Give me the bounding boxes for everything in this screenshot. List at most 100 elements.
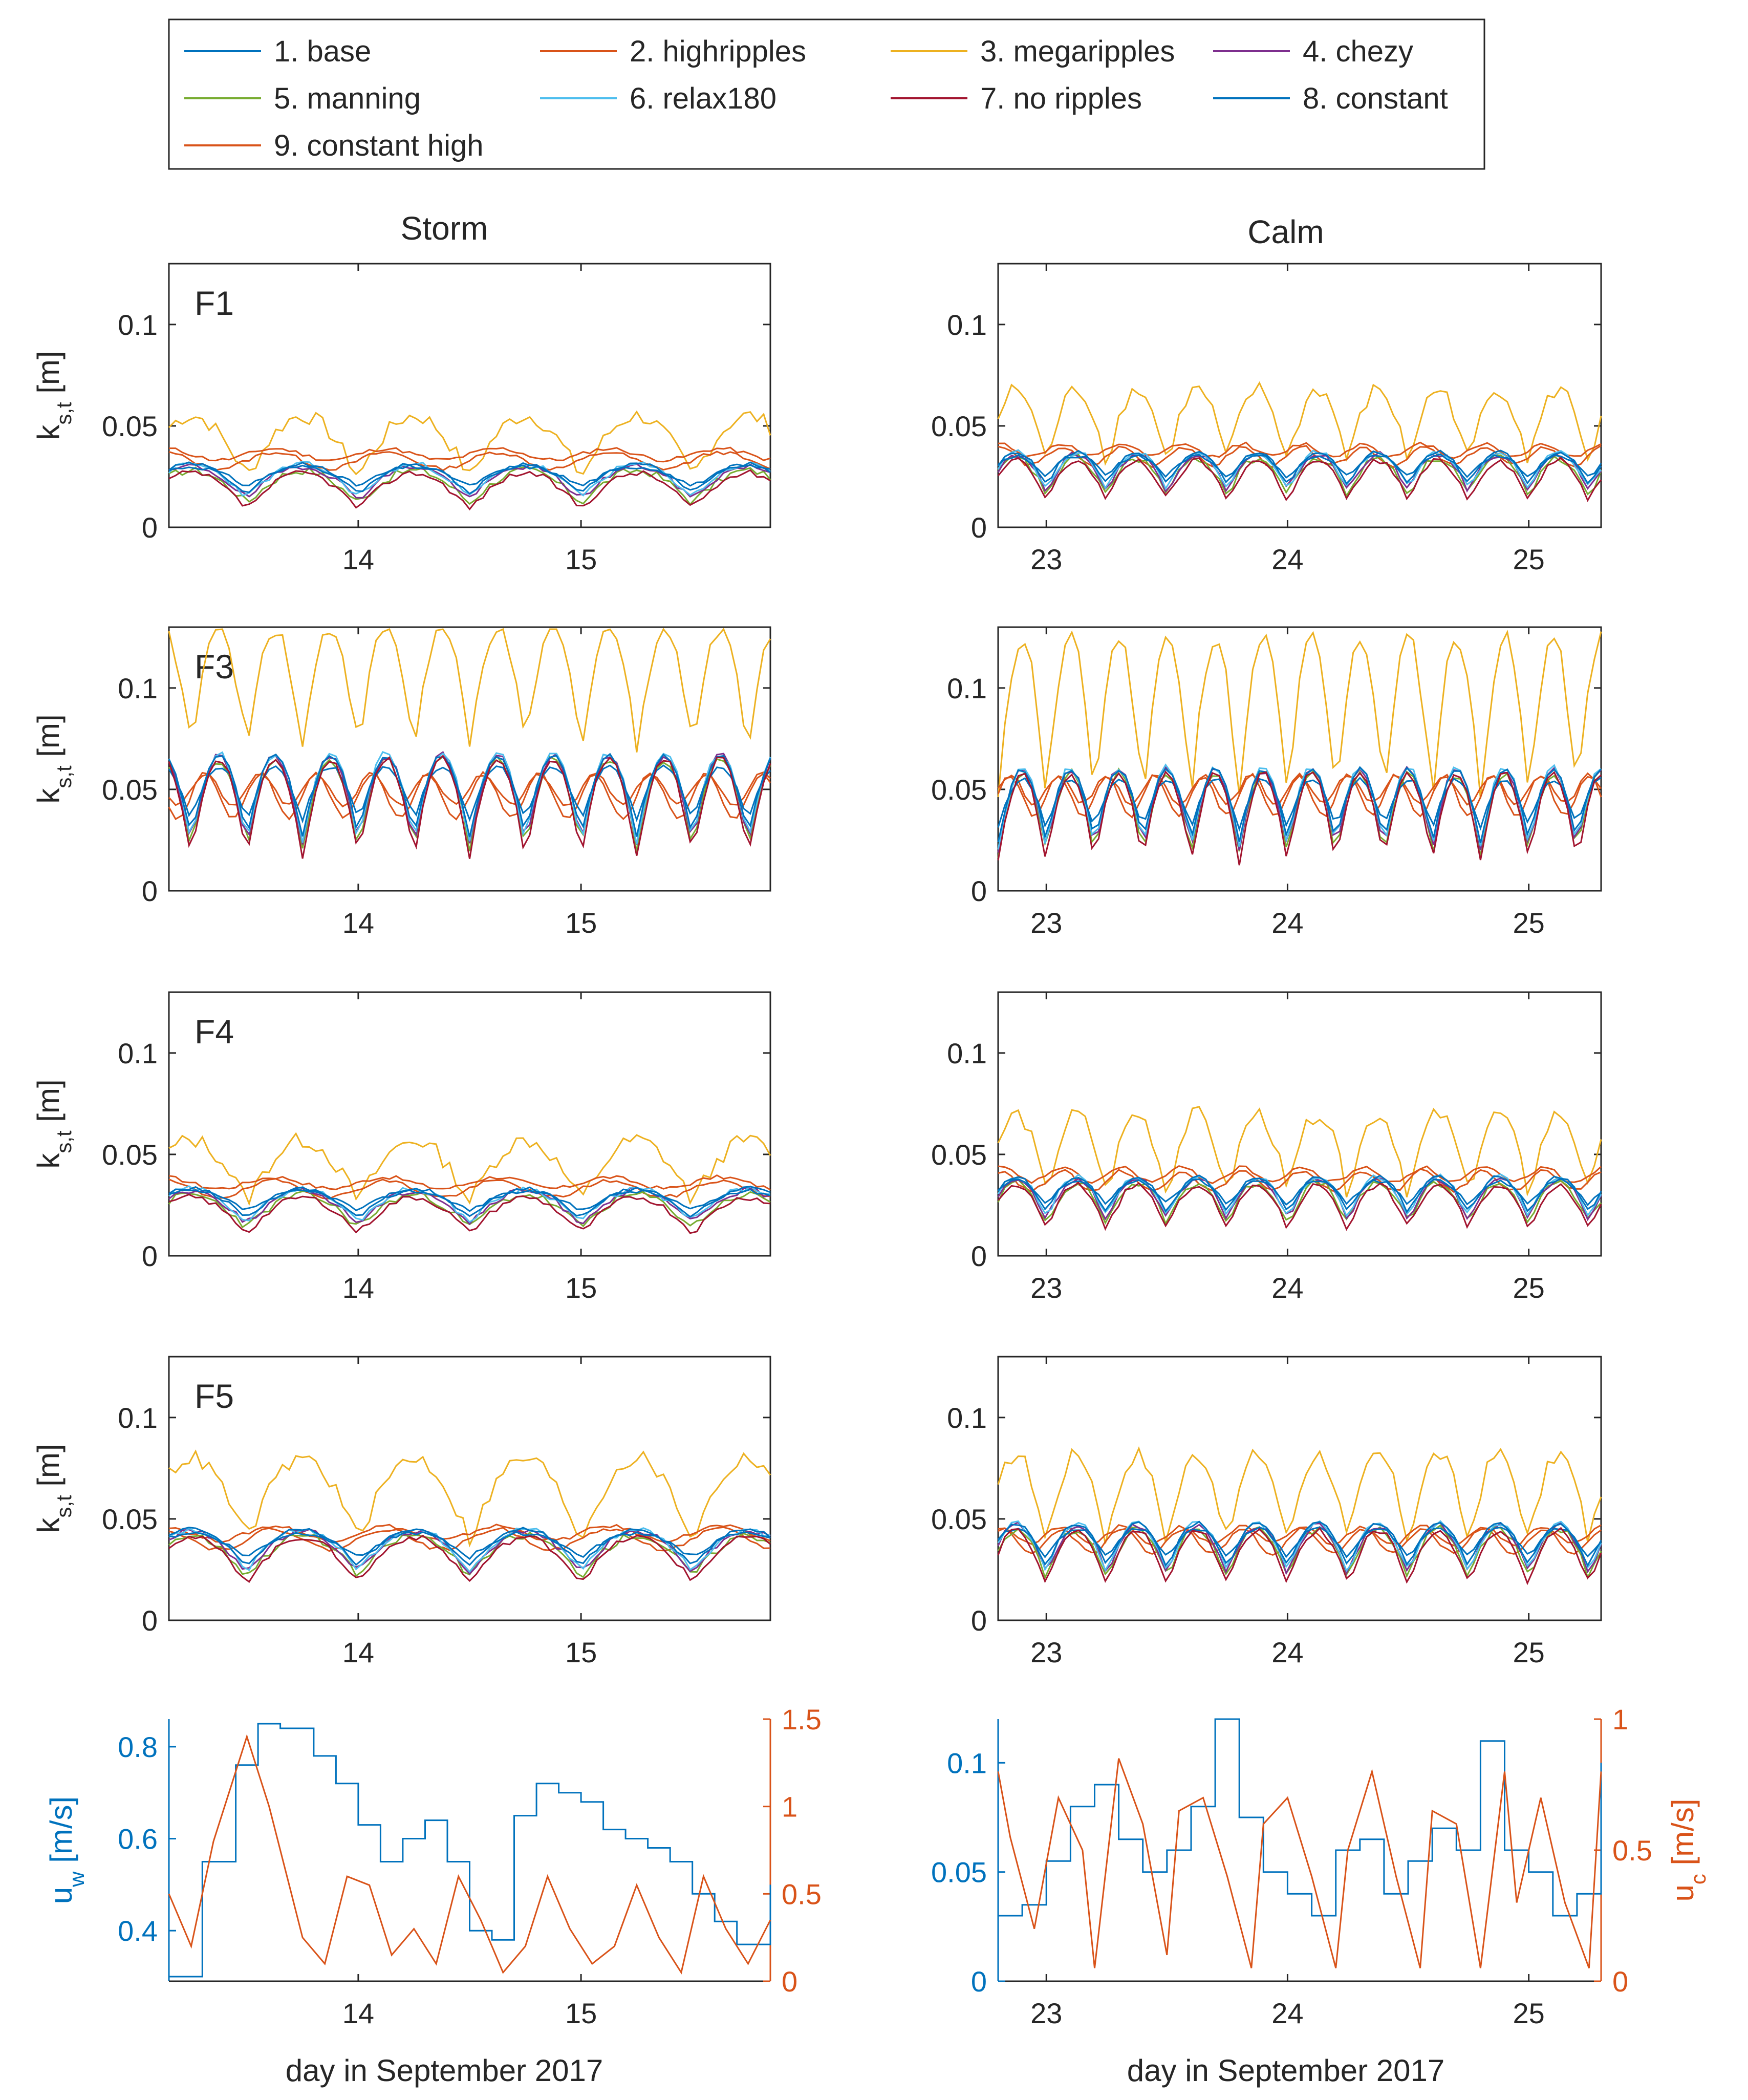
panel-f4-calm: 0 0.05 0.1 23 24 25 bbox=[931, 991, 1602, 1304]
y-tick-label: 0.1 bbox=[947, 1037, 987, 1069]
series-line-9 bbox=[997, 457, 1602, 502]
series-line-8 bbox=[997, 777, 1602, 832]
x-tick-label: 15 bbox=[565, 907, 597, 939]
y-tick-label: 0.05 bbox=[102, 1139, 158, 1171]
series-line-9 bbox=[168, 1193, 771, 1234]
y-tick-label: 0 bbox=[971, 875, 987, 907]
series-line-1 bbox=[997, 1106, 1602, 1198]
y-tick-label: 0.1 bbox=[947, 309, 987, 341]
x-tick-label: 14 bbox=[342, 907, 374, 939]
series-line-9 bbox=[997, 770, 1602, 866]
series-line-1 bbox=[997, 381, 1602, 466]
legend-label-7: 7. no ripples bbox=[980, 82, 1142, 115]
y-tick-label: 0 bbox=[142, 1240, 158, 1272]
storm-column-title: Storm bbox=[401, 210, 488, 247]
panel-f1-calm: 0 0.05 0.1 23 24 25 bbox=[931, 263, 1602, 575]
uw-series bbox=[169, 1723, 771, 1978]
legend: 1. base 2. highripples 3. megaripples 4. ch… bbox=[168, 18, 1485, 170]
series-line-2 bbox=[998, 1165, 1602, 1185]
uw-tick-label: 0 bbox=[971, 1965, 987, 1998]
velocity-panel-storm: 0.4 0.6 0.8 0 0.5 1 1.5 14 15 uw [m/s] bbox=[44, 1703, 822, 2029]
legend-frame bbox=[168, 18, 1485, 170]
panel-f5-storm: 0 0.05 0.1 14 15 ks,t [m] F5 bbox=[31, 1356, 771, 1668]
axes-frame bbox=[168, 991, 771, 1257]
series-line-8 bbox=[998, 453, 1602, 479]
panel-f3-calm: 0 0.05 0.1 23 24 25 bbox=[931, 626, 1602, 939]
panel-label: F1 bbox=[195, 284, 234, 322]
series-line-3 bbox=[168, 770, 771, 821]
x-tick-label: 24 bbox=[1271, 1272, 1303, 1304]
series-line-8 bbox=[998, 1178, 1602, 1207]
series-line-3 bbox=[998, 1168, 1602, 1193]
uc-tick-label: 0.5 bbox=[782, 1878, 822, 1910]
uw-tick-label: 0.6 bbox=[118, 1823, 158, 1855]
x-tick-label: 23 bbox=[1030, 543, 1062, 575]
y-tick-label: 0 bbox=[142, 1604, 158, 1637]
y-tick-label: 0.1 bbox=[118, 1037, 158, 1069]
y-tick-label: 0 bbox=[971, 511, 987, 544]
legend-label-6: 6. relax180 bbox=[630, 82, 776, 115]
axes-frame bbox=[168, 263, 771, 528]
x-tick-label: 14 bbox=[342, 1997, 374, 2029]
uw-tick-label: 0.1 bbox=[947, 1747, 987, 1779]
y-tick-label: 0.1 bbox=[118, 1402, 158, 1434]
x-tick-label: 23 bbox=[1030, 1636, 1062, 1668]
x-tick-label: 24 bbox=[1271, 1636, 1303, 1668]
calm-xlabel: day in September 2017 bbox=[1127, 2053, 1444, 2088]
axes-frame bbox=[997, 263, 1602, 528]
x-tick-label: 25 bbox=[1513, 1272, 1544, 1304]
series-line-1 bbox=[168, 1449, 771, 1548]
series-line-6 bbox=[997, 1520, 1602, 1573]
series-line-9 bbox=[997, 1182, 1602, 1231]
uc-tick-label: 1 bbox=[1612, 1703, 1628, 1735]
legend-label-4: 4. chezy bbox=[1303, 35, 1413, 68]
storm-xlabel: day in September 2017 bbox=[286, 2053, 603, 2088]
x-tick-label: 24 bbox=[1271, 543, 1303, 575]
series-line-2 bbox=[168, 1174, 771, 1191]
series-line-3 bbox=[168, 1178, 771, 1199]
axes-frame bbox=[997, 1356, 1602, 1621]
y-tick-label: 0.05 bbox=[102, 774, 158, 806]
panel-f3-storm: 0 0.05 0.1 14 15 ks,t [m] F3 bbox=[31, 626, 771, 939]
x-tick-label: 25 bbox=[1513, 907, 1544, 939]
series-line-1 bbox=[168, 1132, 771, 1206]
series-line-6 bbox=[168, 751, 771, 845]
legend-label-3: 3. megaripples bbox=[980, 35, 1175, 68]
series-line-9 bbox=[168, 469, 771, 511]
velocity-panel-calm: 0 0.05 0.1 0 0.5 1 23 24 25 uc [m/s] bbox=[931, 1703, 1710, 2029]
legend-label-2: 2. highripples bbox=[630, 35, 806, 68]
x-tick-label: 25 bbox=[1513, 1636, 1544, 1668]
axes-frame bbox=[168, 1356, 771, 1621]
series-line-1 bbox=[997, 629, 1602, 799]
series-line-6 bbox=[168, 461, 771, 497]
panel-f4-storm: 0 0.05 0.1 14 15 ks,t [m] F4 bbox=[31, 991, 771, 1304]
series-line-3 bbox=[997, 773, 1602, 819]
x-tick-label: 23 bbox=[1030, 1997, 1062, 2029]
uc-series bbox=[168, 1734, 771, 1975]
panel-f1-storm: 0 0.05 0.1 14 15 ks,t [m] F1 bbox=[31, 263, 771, 575]
series-line-1 bbox=[168, 628, 771, 753]
x-tick-label: 14 bbox=[342, 1272, 374, 1304]
series-line-3 bbox=[168, 1526, 771, 1552]
series-line-8 bbox=[168, 1531, 771, 1560]
x-tick-label: 15 bbox=[565, 1272, 597, 1304]
x-tick-label: 25 bbox=[1513, 543, 1544, 575]
y-axis-label: ks,t [m] bbox=[31, 351, 76, 440]
calm-column-title: Calm bbox=[1247, 213, 1324, 250]
uw-tick-label: 0.4 bbox=[118, 1915, 158, 1947]
axes-frame bbox=[997, 626, 1602, 892]
series-line-5 bbox=[168, 1528, 771, 1575]
uw-axis-label: uw [m/s] bbox=[44, 1796, 89, 1904]
y-axis-label: ks,t [m] bbox=[31, 1079, 76, 1168]
series-line-4 bbox=[997, 1178, 1602, 1226]
y-tick-label: 0.05 bbox=[931, 1139, 987, 1171]
series-line-9 bbox=[168, 1534, 771, 1583]
series-line-1 bbox=[168, 410, 771, 476]
series-line-9 bbox=[168, 755, 771, 859]
series-line-6 bbox=[997, 763, 1602, 850]
x-tick-label: 24 bbox=[1271, 1997, 1303, 2029]
panel-label: F4 bbox=[195, 1013, 234, 1051]
x-tick-label: 15 bbox=[565, 1636, 597, 1668]
legend-label-1: 1. base bbox=[274, 35, 371, 68]
